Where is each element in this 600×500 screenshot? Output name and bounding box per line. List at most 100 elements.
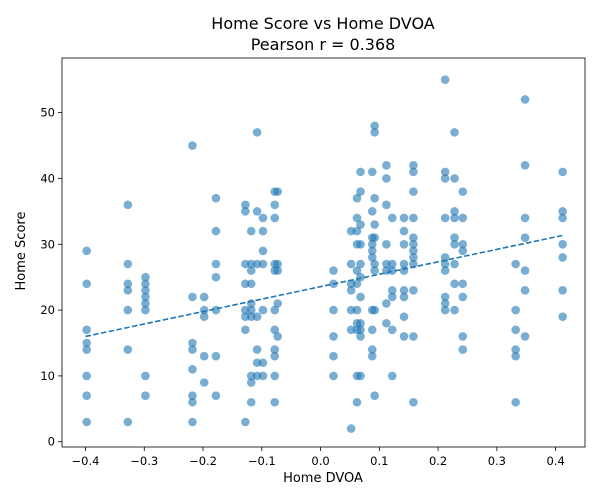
data-point xyxy=(258,371,268,381)
data-point xyxy=(141,286,150,295)
data-point xyxy=(382,259,391,269)
data-point xyxy=(352,397,362,407)
data-point xyxy=(82,325,91,335)
data-point xyxy=(399,259,409,269)
x-tick-label: 0.2 xyxy=(429,454,447,468)
data-point xyxy=(273,187,282,196)
data-point xyxy=(511,351,520,361)
data-point xyxy=(352,279,362,289)
data-point xyxy=(273,266,282,275)
data-point xyxy=(241,207,250,216)
x-tick-label: −0.2 xyxy=(189,454,217,468)
data-point xyxy=(440,292,450,302)
data-point xyxy=(520,286,530,295)
data-point xyxy=(211,193,221,203)
data-point xyxy=(387,292,397,302)
data-point xyxy=(352,266,362,275)
data-point xyxy=(440,75,450,85)
data-point xyxy=(409,167,418,177)
data-point xyxy=(440,167,450,177)
data-point xyxy=(370,259,379,269)
data-point xyxy=(141,272,150,282)
data-point xyxy=(82,391,91,400)
data-point xyxy=(270,213,280,223)
data-point xyxy=(511,305,520,315)
data-point xyxy=(356,239,365,249)
data-point xyxy=(370,220,379,229)
data-point xyxy=(356,187,365,196)
data-point xyxy=(409,213,418,223)
data-point xyxy=(370,233,379,242)
data-point xyxy=(188,292,197,302)
data-point xyxy=(520,266,530,275)
data-point xyxy=(246,266,256,275)
data-point xyxy=(199,292,209,302)
y-axis-ticks: 0 10 20 30 40 50 xyxy=(40,106,62,449)
data-point xyxy=(246,305,256,315)
data-point xyxy=(382,160,391,170)
data-point xyxy=(252,345,262,354)
data-point xyxy=(329,332,338,341)
data-point xyxy=(258,213,268,223)
data-point xyxy=(367,239,377,249)
data-point xyxy=(141,299,150,308)
data-point xyxy=(409,253,418,262)
data-point xyxy=(188,338,197,348)
data-point xyxy=(141,292,150,302)
data-point xyxy=(399,226,409,236)
data-point xyxy=(252,207,262,216)
data-point xyxy=(520,160,530,170)
data-point xyxy=(270,397,280,407)
data-point xyxy=(382,200,391,210)
data-point xyxy=(246,226,256,236)
data-point xyxy=(399,332,409,341)
data-point xyxy=(241,200,250,210)
plot-frame xyxy=(61,57,586,448)
data-point xyxy=(199,378,209,387)
y-tick-label: 40 xyxy=(40,171,55,185)
data-point xyxy=(270,325,280,335)
data-point xyxy=(356,167,365,177)
y-tick-label: 50 xyxy=(40,106,55,120)
data-point xyxy=(382,239,391,249)
data-point xyxy=(409,259,418,269)
data-point xyxy=(188,365,197,374)
data-point xyxy=(258,259,268,269)
trend-line xyxy=(85,234,565,338)
data-point xyxy=(346,286,356,295)
data-point xyxy=(450,207,459,216)
y-tick-label: 20 xyxy=(40,303,55,317)
data-point xyxy=(270,351,280,361)
data-point xyxy=(356,332,365,341)
data-point xyxy=(82,279,91,289)
data-point xyxy=(558,286,567,295)
data-point xyxy=(399,213,409,223)
data-point xyxy=(241,325,250,335)
y-tick-label: 30 xyxy=(40,237,55,251)
data-point xyxy=(440,174,450,183)
data-point xyxy=(356,292,365,302)
data-point xyxy=(329,266,338,275)
data-point xyxy=(123,286,133,295)
data-point xyxy=(356,318,365,328)
data-point xyxy=(356,259,365,269)
data-point xyxy=(409,286,418,295)
data-point xyxy=(450,305,459,315)
data-point xyxy=(409,239,418,249)
data-point xyxy=(450,128,459,137)
data-point xyxy=(370,128,379,137)
data-point xyxy=(352,193,362,203)
data-point xyxy=(450,174,459,183)
data-point xyxy=(520,233,530,242)
data-point xyxy=(520,213,530,223)
data-point xyxy=(558,167,567,177)
x-tick-label: −0.4 xyxy=(72,454,100,468)
data-point xyxy=(450,213,459,223)
data-point xyxy=(270,371,280,381)
data-point xyxy=(123,279,133,289)
data-point xyxy=(273,332,282,341)
data-point xyxy=(520,95,530,104)
data-point xyxy=(409,246,418,256)
data-point xyxy=(329,371,338,381)
data-point xyxy=(346,424,356,433)
